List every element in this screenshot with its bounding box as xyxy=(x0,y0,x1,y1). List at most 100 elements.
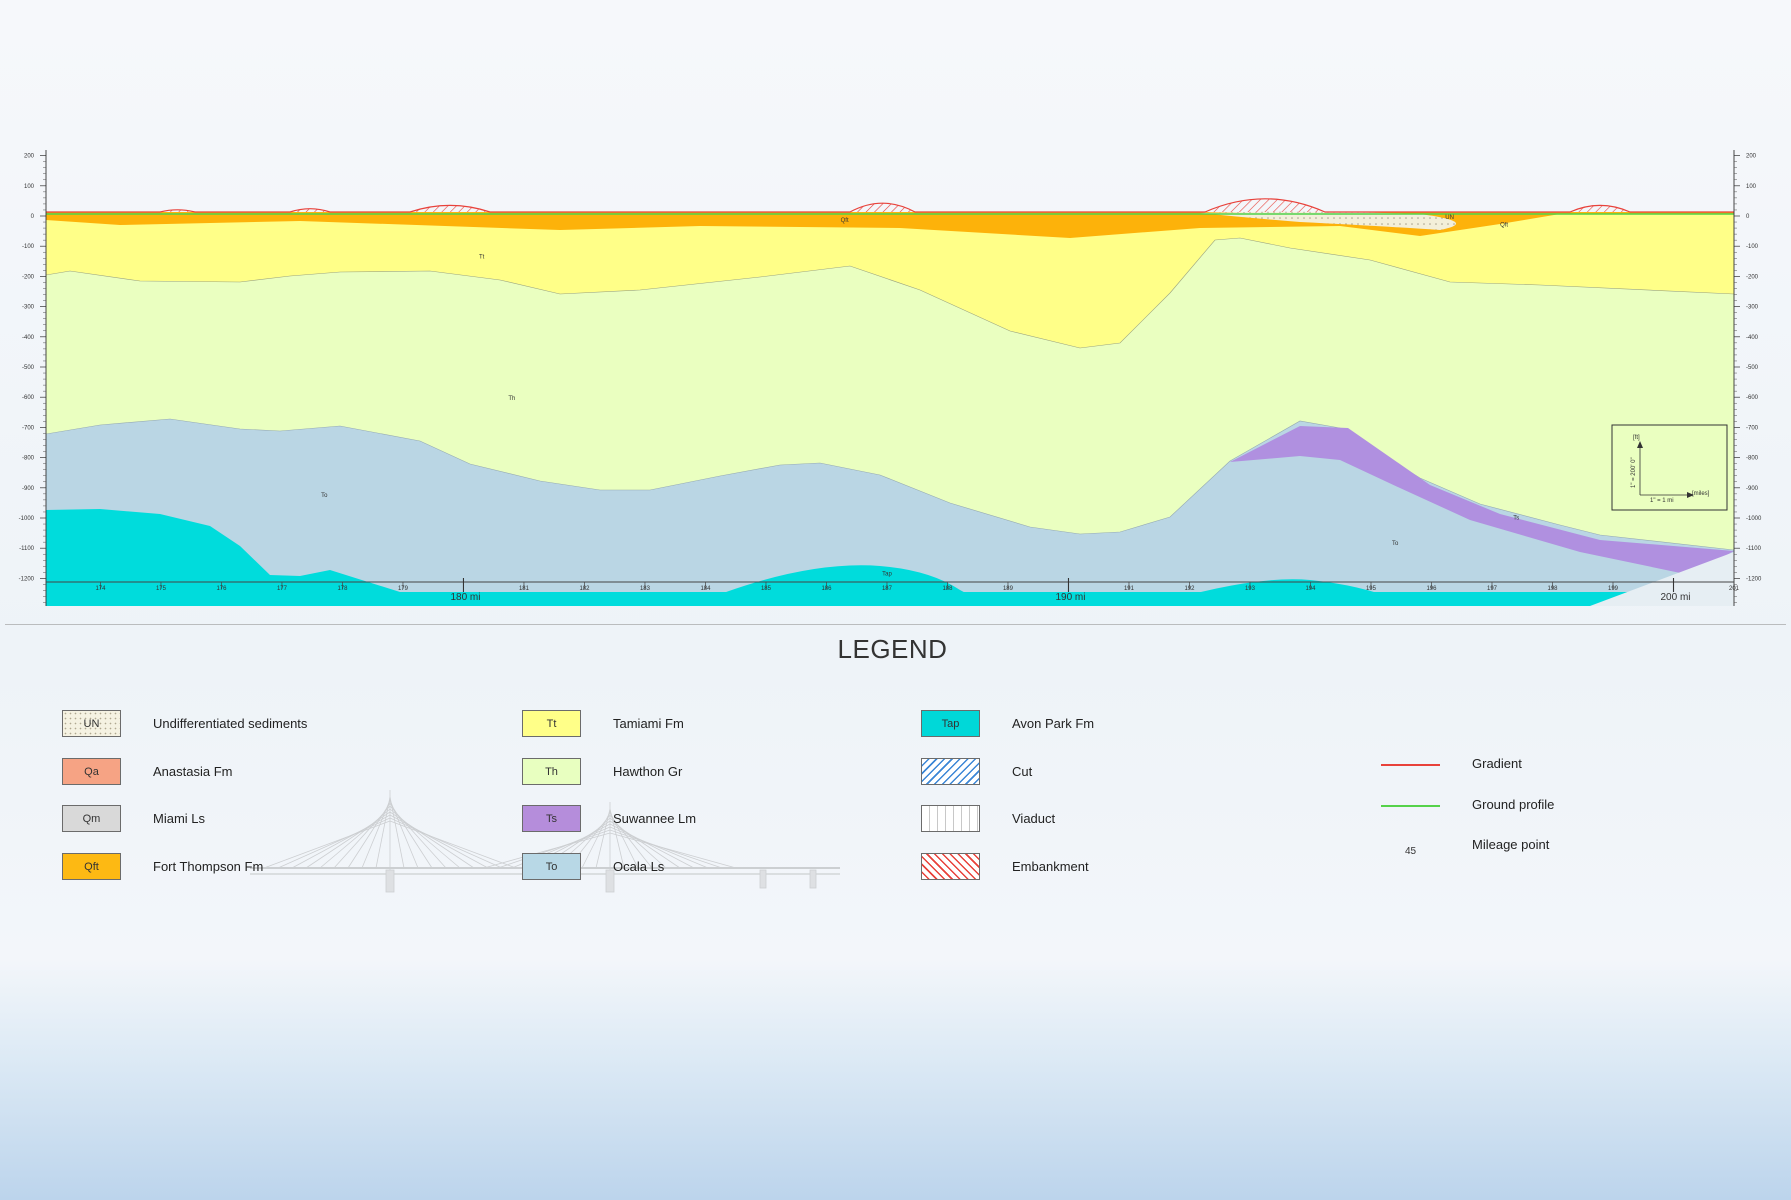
mile-tick-label: 178 xyxy=(337,586,348,592)
legend-label: Anastasia Fm xyxy=(153,764,233,779)
scale-vertical: 1" = 200' 0" xyxy=(1631,457,1637,488)
legend-title: LEGEND xyxy=(837,634,948,664)
mile-tick-label: 176 xyxy=(216,586,227,592)
elevation-tick-label: 0 xyxy=(31,214,35,220)
legend-label: Suwannee Lm xyxy=(613,811,697,826)
elevation-tick-label: -100 xyxy=(1746,244,1759,250)
legend-swatch-code: Qa xyxy=(84,765,99,778)
legend-line-label: Ground profile xyxy=(1472,797,1555,812)
stratum-label: UN xyxy=(1445,215,1454,221)
legend-swatch xyxy=(921,853,980,880)
mile-tick-label: 179 xyxy=(398,586,409,592)
gradient-line xyxy=(46,198,1734,213)
stratum-tap-mound-1 xyxy=(690,565,990,606)
stratum-label: Tt xyxy=(479,254,485,260)
elevation-tick-label: -1100 xyxy=(19,546,35,552)
scale-y-unit: [ft] xyxy=(1633,435,1640,441)
mile-tick-label: 191 xyxy=(1124,586,1135,592)
elevation-tick-label: -900 xyxy=(22,486,35,492)
elevation-tick-label: -600 xyxy=(1746,395,1759,401)
legend-label: Hawthon Gr xyxy=(613,764,683,779)
mile-tick-label: 175 xyxy=(156,586,167,592)
mile-tick-label: 192 xyxy=(1184,586,1195,592)
mile-tick-label: 184 xyxy=(700,586,711,592)
mileage-point-symbol: 45 xyxy=(1404,846,1417,857)
elevation-tick-label: -300 xyxy=(22,305,35,311)
elevation-tick-label: -700 xyxy=(1746,425,1759,431)
mile-tick-label: 174 xyxy=(95,586,106,592)
legend-swatch-code: UN xyxy=(83,717,100,730)
legend-line-label: Gradient xyxy=(1472,756,1522,771)
stratum-ts xyxy=(1230,426,1734,575)
legend-swatch: To xyxy=(522,853,581,880)
stratum-to-base xyxy=(40,606,1740,620)
legend-swatch-code: Qft xyxy=(84,860,99,873)
major-mile-label: 200 mi xyxy=(1660,592,1690,603)
elevation-tick-label: -1200 xyxy=(1746,576,1762,582)
major-mile-label: 190 mi xyxy=(1055,592,1085,603)
mile-tick-label: 187 xyxy=(882,586,893,592)
legend-label: Miami Ls xyxy=(153,811,206,826)
elevation-tick-label: 100 xyxy=(1746,184,1757,190)
mile-tick-label: 188 xyxy=(942,586,953,592)
elevation-tick-label: -1100 xyxy=(1746,546,1762,552)
legend-swatch: UN xyxy=(62,710,121,737)
elevation-tick-label: -800 xyxy=(22,456,35,462)
stratum-label: To xyxy=(321,493,328,499)
elevation-tick-label: -1200 xyxy=(19,576,35,582)
mile-tick-label: 194 xyxy=(1305,586,1316,592)
stratum-label: Qft xyxy=(1500,223,1508,229)
legend-label: Embankment xyxy=(1012,859,1089,874)
elevation-tick-label: -300 xyxy=(1746,305,1759,311)
legend-swatch: Qft xyxy=(62,853,121,880)
legend-label: Tamiami Fm xyxy=(613,716,684,731)
mile-tick-label: 199 xyxy=(1608,586,1619,592)
legend-swatch-code: Th xyxy=(545,765,558,778)
scale-box: 1" = 200' 0" 1" = 1 mi [ft] [miles] xyxy=(1611,424,1728,511)
legend-swatch-code: Tt xyxy=(546,717,557,730)
legend-swatch-code: To xyxy=(545,860,558,873)
elevation-tick-label: 200 xyxy=(24,154,35,160)
legend-label: Viaduct xyxy=(1012,811,1056,826)
scale-horizontal: 1" = 1 mi xyxy=(1650,498,1674,504)
scale-box-frame xyxy=(1611,424,1728,511)
elevation-tick-label: -500 xyxy=(22,365,35,371)
elevation-tick-label: -100 xyxy=(22,244,35,250)
stratum-tap-mound-2 xyxy=(1150,579,1410,606)
mile-tick-label: 195 xyxy=(1366,586,1377,592)
stratum-to xyxy=(46,418,1734,606)
mile-tick-label: 183 xyxy=(640,586,651,592)
mile-tick-label: 186 xyxy=(821,586,832,592)
bridge-watermark xyxy=(250,790,840,893)
stratum-un xyxy=(1200,211,1456,230)
section-labels: Tt Th To To Ts Tap Qft UN Qft xyxy=(321,215,1519,577)
mile-tick-label: 182 xyxy=(579,586,590,592)
elevation-tick-label: -200 xyxy=(1746,274,1759,280)
elevation-tick-label: -900 xyxy=(1746,486,1759,492)
stratum-label: Qft xyxy=(841,218,849,224)
mile-tick-label: 189 xyxy=(1003,586,1014,592)
mile-tick-label: 181 xyxy=(519,586,530,592)
mile-tick-label: 198 xyxy=(1547,586,1558,592)
legend-label: Ocala Ls xyxy=(613,859,665,874)
legend-swatch-code: Tap xyxy=(941,717,960,730)
geologic-cross-section: 200 100 0 -100 -200 -300 -400 -500 -600 -700 -800 -… xyxy=(5,150,1786,625)
scale-x-unit: [miles] xyxy=(1692,491,1710,497)
legend-swatch-code: Qm xyxy=(82,812,101,825)
elevation-tick-label: -200 xyxy=(22,274,35,280)
elevation-tick-label: -600 xyxy=(22,395,35,401)
legend-line-swatch xyxy=(1381,764,1440,766)
legend-swatch xyxy=(921,758,980,785)
legend-swatch: Tap xyxy=(921,710,980,737)
stratum-label: Ts xyxy=(1513,516,1519,522)
major-mile-label: 180 mi xyxy=(450,592,480,603)
mile-tick-label: 196 xyxy=(1426,586,1437,592)
stratum-label: Tap xyxy=(882,571,892,577)
strata-layers xyxy=(40,211,1740,620)
legend-swatch: Qm xyxy=(62,805,121,832)
stratum-label: To xyxy=(1392,541,1399,547)
elevation-tick-label: 100 xyxy=(24,184,35,190)
stratum-tap xyxy=(46,509,1734,606)
stratum-base-fill xyxy=(1590,552,1734,606)
mile-tick-label: 177 xyxy=(277,586,288,592)
